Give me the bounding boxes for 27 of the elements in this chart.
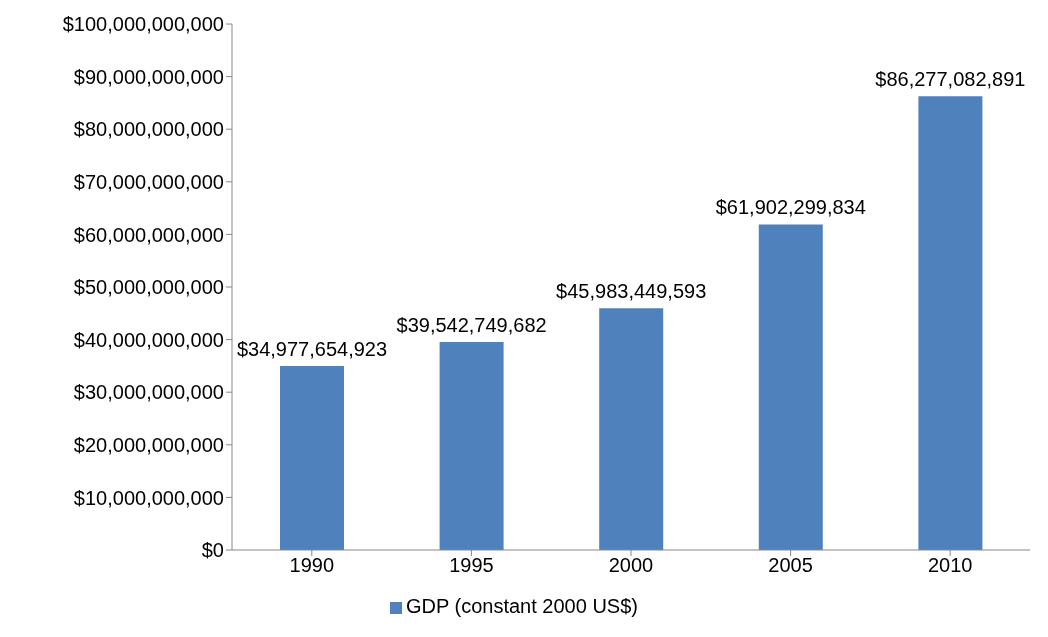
- y-tick-label: $20,000,000,000: [73, 433, 224, 456]
- data-label: $34,977,654,923: [236, 338, 388, 361]
- y-tick-label: $70,000,000,000: [73, 170, 224, 193]
- x-tick-label: 2005: [768, 554, 813, 577]
- data-label: $86,277,082,891: [875, 68, 1026, 91]
- legend-label: GDP (constant 2000 US$): [406, 595, 638, 617]
- y-tick-label: $80,000,000,000: [73, 118, 224, 141]
- y-tick-label: $50,000,000,000: [73, 276, 224, 299]
- bar: [599, 308, 664, 550]
- y-tick-label: $40,000,000,000: [73, 328, 224, 351]
- bar: [758, 224, 823, 550]
- data-label: $39,542,749,682: [396, 314, 547, 337]
- data-label: $61,902,299,834: [715, 196, 866, 219]
- data-label: $45,983,449,593: [556, 280, 707, 303]
- y-tick-label: $100,000,000,000: [62, 13, 224, 36]
- x-tick-label: 2010: [927, 554, 973, 577]
- y-tick-label: $10,000,000,000: [73, 486, 224, 509]
- bar: [439, 342, 504, 550]
- bar: [280, 366, 344, 550]
- bar: [918, 96, 983, 550]
- y-tick-label: $30,000,000,000: [73, 381, 224, 404]
- y-tick-label: $60,000,000,000: [73, 223, 224, 246]
- y-tick-label: $90,000,000,000: [73, 65, 224, 88]
- x-tick-label: 1995: [449, 554, 494, 577]
- x-tick-label: 2000: [608, 554, 654, 577]
- y-tick-label: $0: [201, 539, 224, 562]
- x-tick-label: 1990: [289, 554, 335, 577]
